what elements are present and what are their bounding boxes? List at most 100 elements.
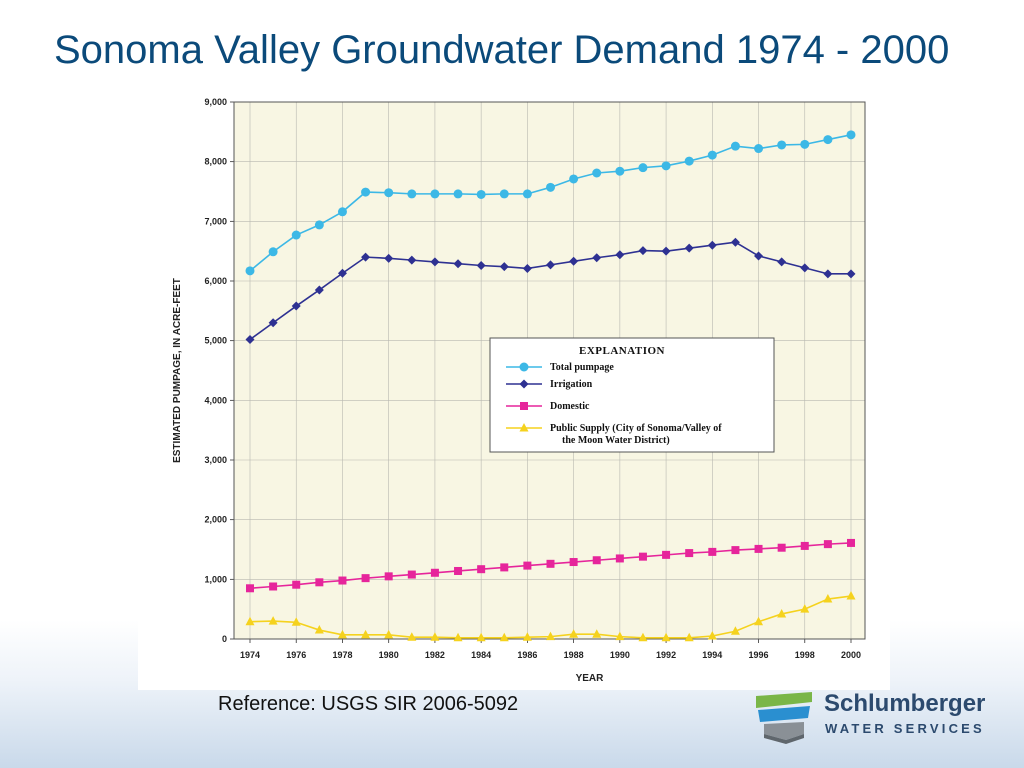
pumpage-line-chart: 0 1,000 2,000 3,000 4,000 5,000 6,000 7,000 8,00… (172, 97, 866, 684)
legend-swatch-marker (519, 379, 529, 389)
y-tick-label: 5,000 (204, 336, 227, 346)
data-point (292, 580, 301, 589)
y-tick-label: 2,000 (204, 515, 227, 525)
data-point (754, 144, 764, 154)
data-point (499, 632, 509, 642)
data-point (522, 632, 532, 641)
reference-citation: Reference: USGS SIR 2006-5092 (218, 693, 519, 715)
data-series (245, 130, 856, 642)
data-point (847, 538, 855, 547)
data-point (800, 139, 810, 149)
data-point (546, 182, 555, 192)
data-point (754, 616, 764, 626)
legend-item: Irrigation (506, 379, 593, 390)
series-irrigation (245, 237, 856, 344)
legend-swatch-marker (519, 423, 529, 432)
data-point (454, 566, 463, 575)
data-point (407, 255, 417, 265)
x-tick-label: 1978 (332, 650, 352, 660)
data-point (592, 168, 602, 178)
slide-title: Sonoma Valley Groundwater Demand 1974 - … (54, 28, 950, 72)
data-point (384, 629, 394, 639)
data-point (684, 243, 694, 253)
x-tick-label: 1974 (240, 650, 260, 660)
data-point (638, 552, 647, 561)
legend-title: EXPLANATION (579, 345, 665, 357)
data-point (846, 269, 856, 279)
data-point (661, 161, 671, 171)
data-point (823, 540, 832, 549)
data-point (800, 541, 809, 550)
data-point (546, 631, 555, 641)
y-tick-label: 7,000 (204, 216, 227, 226)
data-point (569, 629, 579, 638)
data-point (546, 260, 555, 270)
data-point (823, 135, 833, 145)
data-point (337, 629, 347, 639)
data-point (384, 253, 394, 263)
data-point (314, 285, 324, 295)
data-point (522, 189, 532, 199)
data-point (708, 547, 717, 556)
data-point (661, 246, 671, 256)
data-point (730, 141, 740, 151)
legend-label: Irrigation (550, 379, 593, 390)
schlumberger-logo: Schlumberger WATER SERVICES (752, 688, 1002, 748)
data-point (638, 246, 648, 256)
x-tick-label: 1990 (610, 650, 630, 660)
data-point (615, 166, 625, 176)
data-point (730, 626, 740, 635)
data-point (337, 207, 347, 217)
data-point (430, 632, 440, 641)
data-point (337, 268, 347, 278)
y-tick-label: 1,000 (204, 574, 227, 584)
data-point (361, 252, 371, 262)
legend-box (489, 337, 775, 453)
data-point (846, 130, 856, 140)
legend-label: Domestic (550, 401, 590, 412)
data-point (615, 250, 625, 260)
series-domestic (246, 538, 855, 593)
data-point (684, 156, 694, 166)
x-tick-label: 1984 (471, 650, 491, 660)
data-point (314, 625, 324, 634)
data-point (730, 237, 740, 247)
y-tick-label: 9,000 (204, 97, 227, 107)
data-point (800, 604, 810, 613)
data-point (476, 260, 486, 270)
data-point (453, 189, 463, 199)
data-point (268, 318, 278, 328)
data-point (754, 544, 763, 553)
data-point (268, 247, 278, 257)
data-point (523, 561, 532, 570)
legend-label: Public Supply (City of Sonoma/Valley of (550, 423, 722, 434)
data-point (846, 591, 856, 600)
data-point (777, 543, 786, 552)
logo-subtitle: WATER SERVICES (825, 721, 985, 736)
data-point (777, 608, 787, 618)
data-point (476, 189, 486, 199)
data-point (430, 257, 440, 267)
data-point (268, 616, 278, 625)
x-tick-label: 1986 (517, 650, 537, 660)
data-point (823, 269, 833, 279)
data-point (569, 256, 579, 266)
data-point (707, 631, 717, 640)
series-public-supply (245, 591, 856, 642)
data-point (430, 189, 440, 199)
data-point (638, 163, 648, 173)
data-point (384, 572, 393, 581)
logo-mark-icon (756, 692, 812, 744)
y-tick-label: 3,000 (204, 455, 227, 465)
data-point (615, 554, 624, 563)
data-point (569, 174, 579, 184)
data-point (499, 189, 509, 199)
data-point (707, 150, 717, 160)
legend-item: Public Supply (City of Sonoma/Valley oft… (506, 423, 722, 446)
x-tick-label: 1998 (795, 650, 815, 660)
logo-wordmark: Schlumberger (824, 690, 986, 717)
data-point (754, 251, 764, 261)
data-point (430, 568, 439, 577)
series-total-pumpage (245, 130, 856, 276)
x-tick-label: 1994 (702, 650, 722, 660)
